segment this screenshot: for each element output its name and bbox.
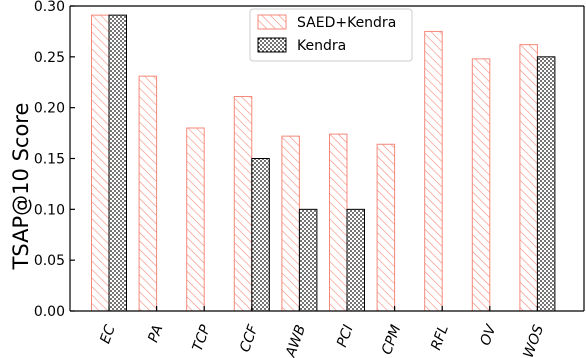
y-tick-label: 0.30 [34,0,65,15]
bar-saed-kendra [138,75,158,312]
y-tick-label: 0.15 [34,152,65,168]
bar-kendra [251,158,270,312]
bar-saed-kendra [91,14,110,312]
y-ticks: 0.00 0.05 0.10 0.15 0.20 0.25 0.30 [34,0,75,320]
x-ticks: EC PA TCP CCF AWB PCI CPM RFL OV WOS [97,306,547,358]
bar-kendra [346,208,365,312]
legend-label-kendra: Kendra [297,38,346,54]
x-tick-label: RFL [428,323,452,353]
y-axis-title-group: TSAP@10 Score [9,103,33,271]
bar-kendra [298,208,318,312]
x-tick-label: TCP [190,322,214,353]
bar-saed-kendra [376,143,396,312]
y-tick-label: 0.20 [34,101,65,117]
x-tick-label: AWB [283,323,310,358]
bar-saed-kendra [233,95,253,312]
legend-box [249,8,413,62]
bar-saed-kendra [281,135,300,312]
legend-swatch-kendra [257,37,287,53]
bar-saed-kendra [471,58,491,312]
y-axis-title: TSAP@10 Score [9,103,33,271]
x-tick-label: CCF [237,322,262,354]
x-tick-label: PA [145,323,166,345]
y-tick-label: 0.05 [34,253,65,269]
legend-swatch-saed-kendra [257,14,287,30]
y-tick-label: 0.10 [34,202,65,218]
bar-kendra [536,56,556,312]
x-tick-label: WOS [521,323,548,358]
bars [91,14,556,312]
bar-saed-kendra [424,30,443,312]
legend: SAED+Kendra Kendra [249,8,413,62]
bar-saed-kendra [186,127,205,312]
x-tick-label: EC [97,323,118,346]
x-tick-label: CPM [379,323,404,357]
bar-saed-kendra [329,133,348,312]
y-tick-label: 0.25 [34,50,65,66]
y-tick-label: 0.00 [34,304,65,320]
bar-kendra [108,14,127,312]
x-tick-label: PCI [334,323,357,349]
plot-frame [69,5,585,312]
bar-saed-kendra [519,44,538,312]
legend-label-saed-kendra: SAED+Kendra [297,15,396,31]
x-tick-label: OV [477,322,500,348]
